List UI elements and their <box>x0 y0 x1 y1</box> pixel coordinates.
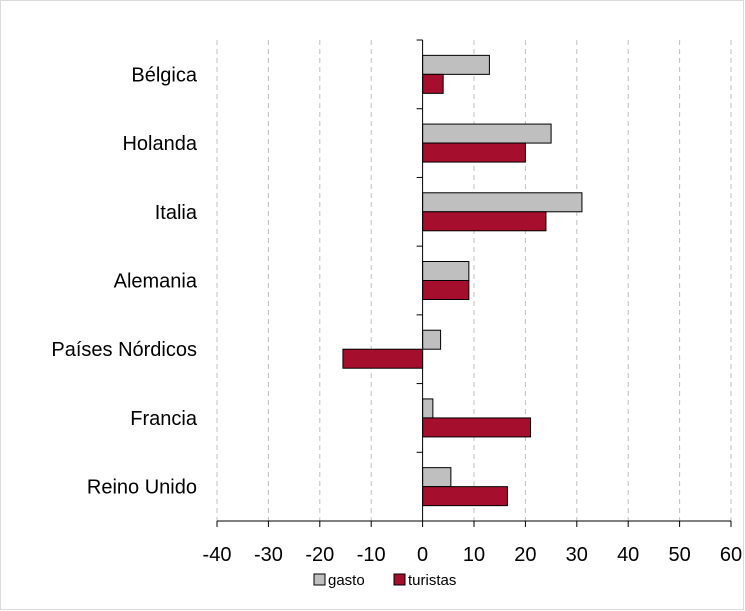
category-label: Holanda <box>122 133 197 155</box>
bar-gasto <box>422 329 442 350</box>
x-tick-label: 0 <box>417 544 428 566</box>
bar-turistas <box>422 142 526 163</box>
bar-turistas <box>422 280 470 300</box>
x-tick-label: 40 <box>617 544 639 566</box>
category-label: Italia <box>155 202 198 224</box>
x-tick-label: -20 <box>305 544 334 566</box>
bar-group <box>342 54 583 507</box>
category-label: Reino Unido <box>87 477 197 499</box>
bar-gasto <box>422 54 490 75</box>
x-tick-label: -40 <box>203 544 232 566</box>
legend-label-gasto: gasto <box>328 572 365 589</box>
x-tick-label: 50 <box>668 544 690 566</box>
axes <box>216 39 732 527</box>
legend: gasto turistas <box>313 572 456 589</box>
bar-turistas <box>422 211 547 232</box>
bar-turistas <box>422 417 532 438</box>
category-label: Bélgica <box>131 64 197 86</box>
category-labels: Bélgica Holanda Italia Alemania Países Nórdi… <box>51 64 197 498</box>
bar-gasto <box>422 467 452 488</box>
bar-gasto <box>422 123 552 144</box>
x-tick-label: -10 <box>357 544 386 566</box>
bar-gasto <box>422 398 434 419</box>
bar-gasto <box>422 261 470 281</box>
x-tick-label: 60 <box>720 544 742 566</box>
category-label: Francia <box>130 408 198 430</box>
legend-swatch-gasto <box>313 573 326 586</box>
category-label: Países Nórdicos <box>51 339 197 361</box>
x-tick-label: 10 <box>463 544 485 566</box>
tick-labels: -40 -30 -20 -10 0 10 20 30 40 50 60 <box>203 544 743 566</box>
grid-lines <box>216 40 732 521</box>
x-tick-label: 30 <box>566 544 588 566</box>
bar-gasto <box>422 192 583 213</box>
legend-label-turistas: turistas <box>408 572 456 589</box>
bar-turistas <box>342 348 424 369</box>
x-tick-label: 20 <box>514 544 536 566</box>
category-label: Alemania <box>114 271 198 293</box>
bar-turistas <box>422 73 444 94</box>
x-tick-label: -30 <box>254 544 283 566</box>
bar-turistas <box>422 486 508 507</box>
legend-swatch-turistas <box>393 573 406 586</box>
